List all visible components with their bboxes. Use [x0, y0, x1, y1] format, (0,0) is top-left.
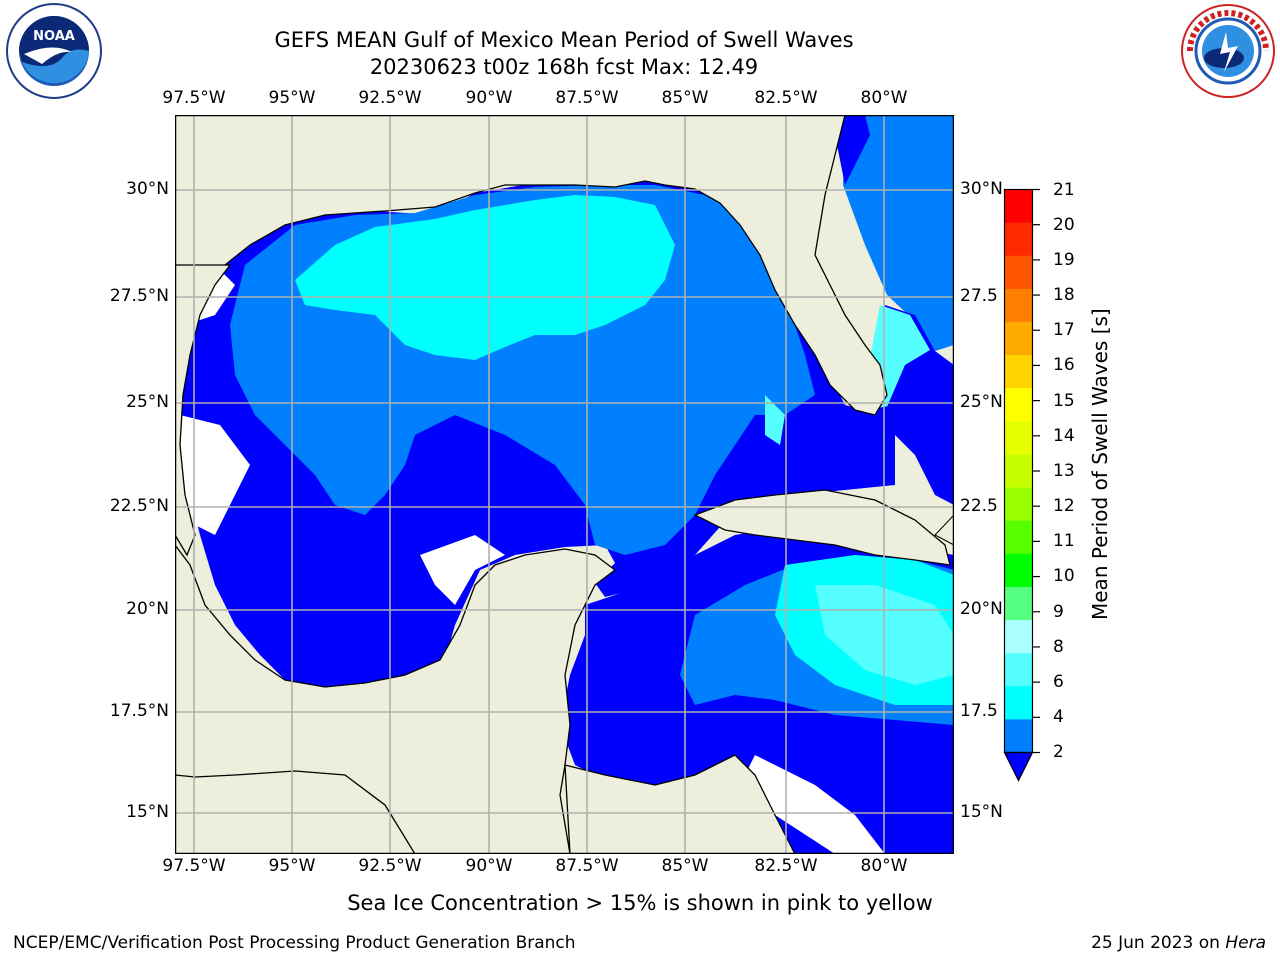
lon-label-top: 90°W — [465, 88, 513, 108]
chart-subtitle: 20230623 t00z 168h fcst Max: 12.49 — [369, 55, 759, 79]
mexico-land — [175, 543, 617, 854]
lon-label-bottom: 87.5°W — [555, 856, 619, 876]
lon-label-top: 97.5°W — [162, 88, 226, 108]
map-frame — [175, 115, 954, 854]
lon-label-top: 95°W — [268, 88, 316, 108]
lon-label-top: 87.5°W — [555, 88, 619, 108]
footer-date: 25 Jun 2023 on Hera — [1091, 933, 1266, 953]
lat-label-right: 15°N — [960, 802, 1003, 822]
lon-label-bottom: 95°W — [268, 856, 316, 876]
colorbar-segment — [1004, 255, 1033, 290]
lon-label-top: 80°W — [860, 88, 908, 108]
colorbar-tick-label: 4 — [1053, 707, 1064, 727]
footer-credit: NCEP/EMC/Verification Post Processing Pr… — [13, 933, 576, 953]
colorbar-segment — [1004, 620, 1033, 654]
lat-label-right: 30°N — [960, 179, 1003, 199]
lat-label-left: 22.5°N — [109, 496, 169, 516]
gridlines — [175, 115, 954, 854]
atlantic-sea — [843, 115, 954, 351]
colorbar-segment — [1004, 653, 1033, 687]
colorbar-tick-label: 10 — [1053, 566, 1075, 586]
colorbar-tick-label: 11 — [1053, 531, 1075, 551]
map — [175, 115, 954, 854]
colorbar-tick-label: 16 — [1053, 355, 1075, 375]
sea-ice-note: Sea Ice Concentration > 15% is shown in … — [347, 891, 933, 915]
lat-label-right: 27.5 — [960, 286, 998, 306]
central-america-land — [564, 754, 796, 854]
colorbar-tick-label: 2 — [1053, 742, 1064, 762]
colorbar-tick-label: 8 — [1053, 637, 1064, 657]
lat-label-left: 25°N — [126, 392, 169, 412]
lon-label-bottom: 80°W — [860, 856, 908, 876]
chart-title: GEFS MEAN Gulf of Mexico Mean Period of … — [274, 28, 854, 52]
lon-label-bottom: 90°W — [465, 856, 513, 876]
colorbar-tick-label: 6 — [1053, 672, 1064, 692]
lat-label-left: 20°N — [126, 599, 169, 619]
colorbar-tick-label: 21 — [1053, 180, 1075, 200]
colorbar-segment — [1004, 321, 1033, 356]
colorbar-segment — [1004, 487, 1033, 522]
noaa-logo: NOAA — [2, 2, 106, 100]
colorbar-tick-label: 14 — [1053, 426, 1075, 446]
colorbar-segment — [1004, 388, 1033, 422]
colorbar-segment — [1004, 719, 1033, 753]
lat-label-left: 17.5°N — [109, 701, 169, 721]
lat-label-right: 20°N — [960, 599, 1003, 619]
lon-label-bottom: 85°W — [661, 856, 709, 876]
lat-label-left: 30°N — [126, 179, 169, 199]
colorbar-tick-label: 15 — [1053, 391, 1075, 411]
colorbar-title: Mean Period of Swell Waves [s] — [1088, 308, 1112, 620]
lat-label-right: 25°N — [960, 392, 1003, 412]
colorbar — [1003, 188, 1040, 782]
lon-label-top: 82.5°W — [754, 88, 818, 108]
lat-label-right: 17.5 — [960, 701, 998, 721]
colorbar-tick-label: 19 — [1053, 250, 1075, 270]
lon-label-bottom: 82.5°W — [754, 856, 818, 876]
colorbar-tick-label: 13 — [1053, 461, 1075, 481]
footer-host: Hera — [1225, 933, 1266, 953]
lon-label-top: 85°W — [661, 88, 709, 108]
lon-label-bottom: 97.5°W — [162, 856, 226, 876]
colorbar-segment — [1004, 355, 1033, 389]
colorbar-extend-triangle — [1003, 751, 1034, 782]
lat-label-right: 22.5 — [960, 496, 998, 516]
lat-label-left: 15°N — [126, 802, 169, 822]
lon-label-top: 92.5°W — [358, 88, 422, 108]
colorbar-segment — [1004, 520, 1033, 555]
colorbar-segment — [1004, 421, 1033, 455]
colorbar-segment — [1004, 686, 1033, 720]
colorbar-tick-label: 12 — [1053, 496, 1075, 516]
colorbar-segment — [1004, 222, 1033, 257]
colorbar-segment — [1004, 454, 1033, 489]
colorbar-segment — [1004, 189, 1033, 224]
colorbar-tick-label: 17 — [1053, 320, 1075, 340]
colorbar-tick-label: 18 — [1053, 285, 1075, 305]
colorbar-segment — [1004, 553, 1033, 588]
colorbar-segment — [1004, 586, 1033, 621]
svg-text:NOAA: NOAA — [33, 29, 75, 44]
nws-logo — [1176, 2, 1280, 100]
lat-label-left: 27.5°N — [109, 286, 169, 306]
lon-label-bottom: 92.5°W — [358, 856, 422, 876]
colorbar-tick-label: 9 — [1053, 602, 1064, 622]
colorbar-tick-label: 20 — [1053, 215, 1075, 235]
cuba-land — [693, 489, 951, 566]
colorbar-segment — [1004, 288, 1033, 323]
